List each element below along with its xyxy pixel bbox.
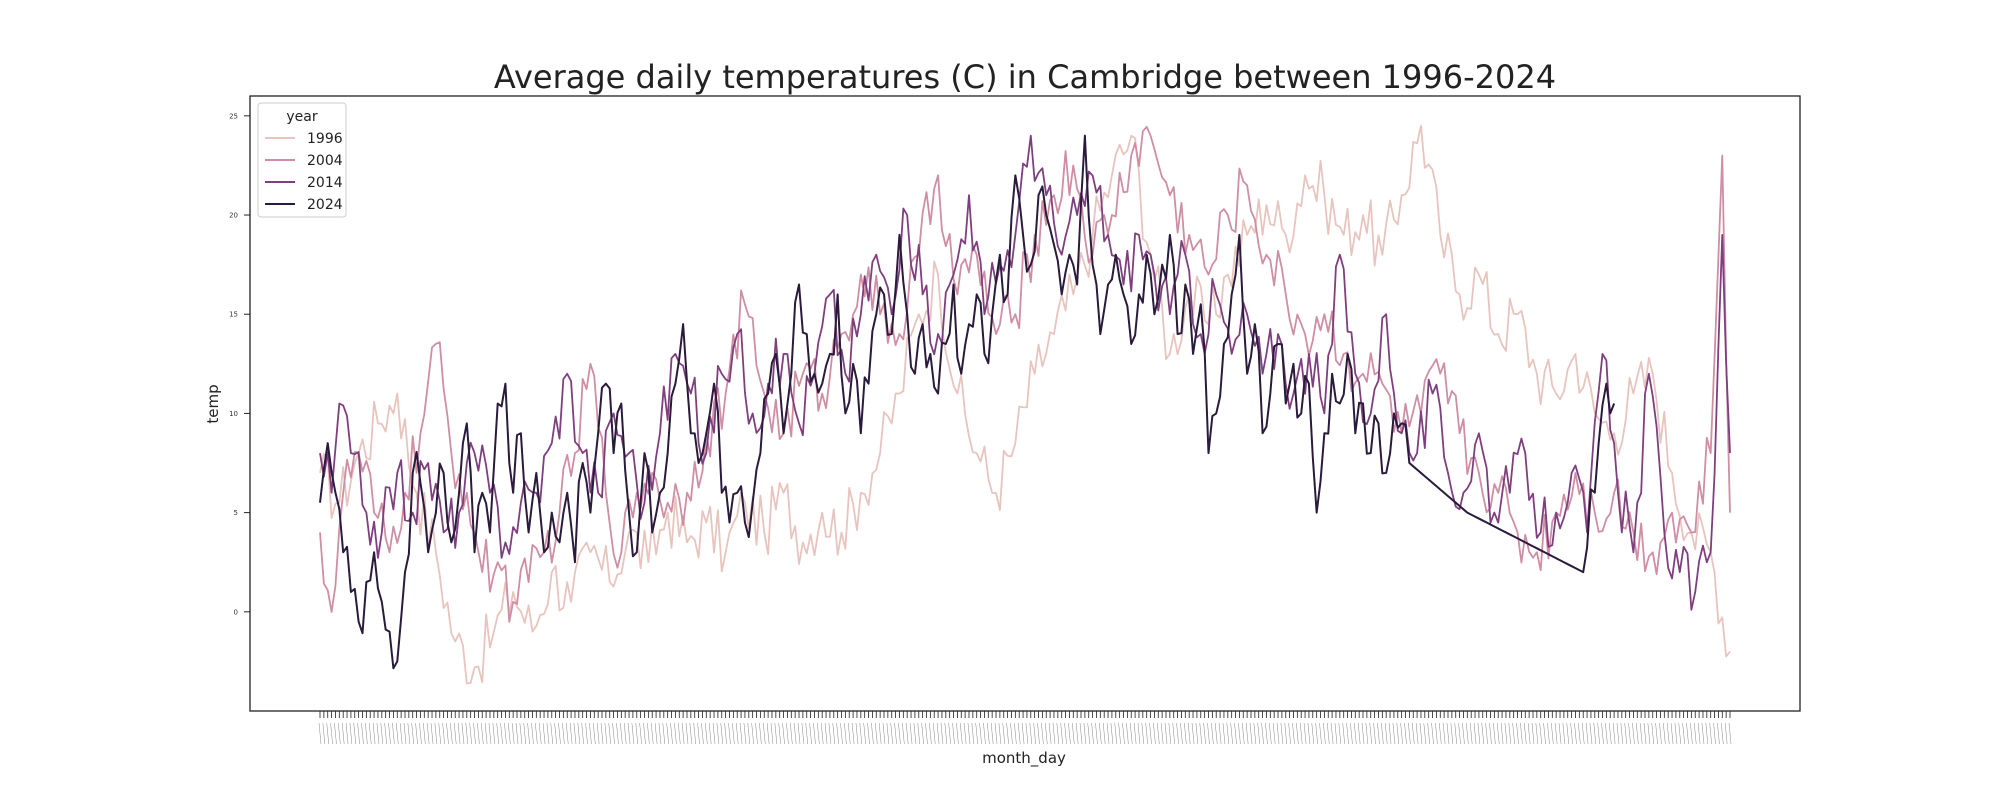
y-tick-label: 10: [229, 410, 238, 418]
chart-title: Average daily temperatures (C) in Cambri…: [494, 58, 1556, 96]
legend-label-1996: 1996: [307, 131, 343, 147]
x-tick-marks: [319, 711, 1731, 718]
x-axis-label: month_day: [982, 749, 1066, 768]
series-line-1996: [319, 124, 1731, 685]
legend: year 1996 2004 2014 2024: [257, 102, 347, 218]
x-axis: [318, 711, 1732, 745]
legend-label-2004: 2004: [307, 153, 343, 169]
series-line-2004: [319, 125, 1731, 623]
y-axis-label: temp: [204, 384, 222, 423]
y-tick-label: 15: [229, 311, 238, 319]
series-line-2024: [319, 134, 1616, 670]
y-tick-label: 5: [234, 509, 238, 517]
y-tick-label: 0: [234, 608, 238, 616]
legend-title: year: [286, 109, 317, 125]
legend-frame: [257, 102, 347, 218]
y-tick-label: 20: [229, 212, 238, 220]
legend-label-2024: 2024: [307, 197, 343, 213]
x-tick-labels: [318, 722, 1732, 745]
series-line-2014: [319, 134, 1731, 611]
legend-label-2014: 2014: [307, 175, 343, 191]
plot-area: [249, 95, 1801, 712]
y-axis: 0 5 10 15 20 25: [229, 112, 250, 616]
series-lines: [319, 124, 1731, 685]
y-tick-label: 25: [229, 112, 238, 120]
